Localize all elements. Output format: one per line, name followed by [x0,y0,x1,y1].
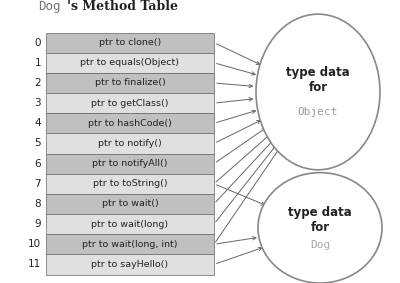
Text: 5: 5 [34,138,41,149]
Text: ptr to notifyAll(): ptr to notifyAll() [92,159,168,168]
Text: Dog: Dog [38,0,60,13]
Text: ptr to toString(): ptr to toString() [93,179,167,188]
Text: type data: type data [286,66,350,79]
Text: ptr to getClass(): ptr to getClass() [91,98,169,108]
Ellipse shape [256,14,380,170]
Text: ptr to hashCode(): ptr to hashCode() [88,119,172,128]
Text: for: for [310,221,330,234]
Bar [46,234,214,254]
Text: ptr to wait(long, int): ptr to wait(long, int) [82,240,178,249]
Text: 7: 7 [34,179,41,189]
Bar [46,194,214,214]
Text: 8: 8 [34,199,41,209]
Bar [46,33,214,53]
Bar [46,174,214,194]
Bar [46,153,214,174]
Bar [46,93,214,113]
Text: Dog: Dog [310,240,330,250]
Text: ptr to clone(): ptr to clone() [99,38,161,47]
Bar [46,254,214,275]
Text: 6: 6 [34,158,41,169]
Text: Object: Object [298,107,338,117]
Text: 11: 11 [28,260,41,269]
Bar [46,214,214,234]
Bar [46,53,214,73]
Bar [46,113,214,133]
Bar [46,73,214,93]
Text: ptr to finalize(): ptr to finalize() [95,78,165,87]
Text: 's Method Table: 's Method Table [67,0,178,13]
Text: ptr to wait(): ptr to wait() [102,200,158,209]
Text: for: for [308,81,328,94]
Text: ptr to sayHello(): ptr to sayHello() [92,260,168,269]
Text: 2: 2 [34,78,41,88]
Text: ptr to equals(Object): ptr to equals(Object) [80,58,180,67]
Text: type data: type data [288,206,352,219]
Text: 4: 4 [34,118,41,128]
Text: 0: 0 [35,38,41,48]
Text: ptr to wait(long): ptr to wait(long) [92,220,168,229]
Text: ptr to notify(): ptr to notify() [98,139,162,148]
Text: 10: 10 [28,239,41,249]
Bar [46,133,214,153]
Text: 9: 9 [34,219,41,229]
Text: 3: 3 [34,98,41,108]
Text: 1: 1 [34,58,41,68]
Ellipse shape [258,173,382,283]
